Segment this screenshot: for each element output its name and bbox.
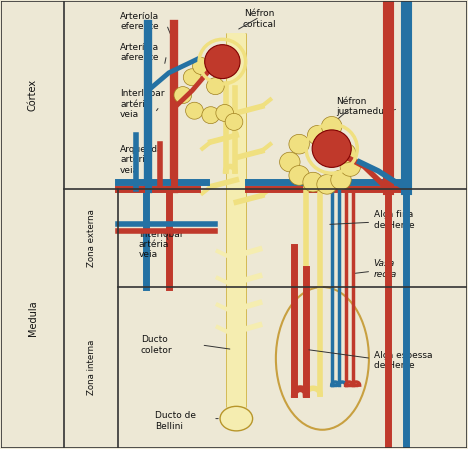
Circle shape bbox=[186, 102, 203, 119]
Text: Vasa
recta: Vasa recta bbox=[373, 260, 397, 279]
Text: Interlobar
artéria
veia: Interlobar artéria veia bbox=[120, 89, 165, 119]
Circle shape bbox=[331, 170, 351, 189]
Text: Medula: Medula bbox=[28, 300, 37, 336]
Text: Zona interna: Zona interna bbox=[87, 339, 95, 395]
Circle shape bbox=[202, 107, 219, 123]
Circle shape bbox=[312, 130, 351, 167]
Circle shape bbox=[174, 87, 192, 104]
Text: Ducto de
Bellini: Ducto de Bellini bbox=[155, 411, 196, 431]
Text: Córtex: Córtex bbox=[28, 79, 37, 111]
Ellipse shape bbox=[220, 406, 253, 431]
Circle shape bbox=[322, 116, 342, 136]
Circle shape bbox=[317, 175, 337, 194]
Circle shape bbox=[225, 114, 243, 130]
Circle shape bbox=[336, 143, 356, 163]
Circle shape bbox=[289, 166, 309, 185]
Circle shape bbox=[193, 57, 210, 75]
Circle shape bbox=[303, 172, 323, 192]
Text: Alça espessa
de Henle: Alça espessa de Henle bbox=[373, 351, 432, 370]
Text: Arteríola
eferente: Arteríola eferente bbox=[120, 12, 159, 31]
Text: Arteríola
aferente: Arteríola aferente bbox=[120, 43, 159, 62]
Text: Ducto
coletor: Ducto coletor bbox=[141, 335, 173, 355]
Circle shape bbox=[340, 157, 360, 176]
Text: Arqueada
artéria
veia: Arqueada artéria veia bbox=[120, 145, 164, 175]
Text: Néfron
justamedular: Néfron justamedular bbox=[336, 97, 396, 116]
Circle shape bbox=[183, 69, 201, 86]
Circle shape bbox=[279, 152, 300, 172]
Text: Zona externa: Zona externa bbox=[87, 209, 95, 267]
Circle shape bbox=[216, 105, 234, 121]
Circle shape bbox=[289, 134, 309, 154]
Text: Interlobar
artéria
veia: Interlobar artéria veia bbox=[139, 230, 183, 260]
Circle shape bbox=[307, 125, 328, 145]
Text: Alça fina
de Henle: Alça fina de Henle bbox=[373, 210, 414, 230]
Circle shape bbox=[205, 44, 240, 79]
Circle shape bbox=[206, 78, 224, 95]
Text: Néfron
cortical: Néfron cortical bbox=[243, 9, 277, 29]
